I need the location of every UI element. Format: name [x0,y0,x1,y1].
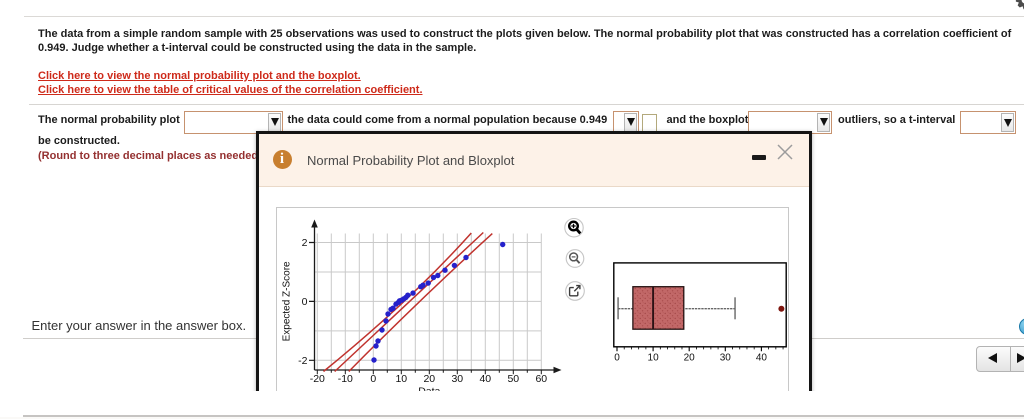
svg-text:40: 40 [479,373,491,385]
svg-text:20: 20 [423,373,435,385]
svg-text:20: 20 [684,352,696,363]
svg-text:2: 2 [302,237,308,249]
svg-text:-2: -2 [298,355,307,367]
svg-text:10: 10 [648,352,660,363]
svg-text:30: 30 [451,373,463,385]
svg-text:0: 0 [614,352,620,363]
svg-text:0: 0 [370,373,376,385]
svg-text:40: 40 [756,352,768,363]
svg-text:50: 50 [507,373,519,385]
svg-text:10: 10 [395,373,407,385]
svg-text:-20: -20 [310,373,325,385]
svg-text:0: 0 [302,296,308,308]
svg-text:Expected Z-Score: Expected Z-Score [282,261,293,341]
svg-text:60: 60 [535,373,547,385]
svg-text:-10: -10 [338,373,353,385]
svg-text:30: 30 [720,352,732,363]
svg-text:Data: Data [418,386,440,392]
